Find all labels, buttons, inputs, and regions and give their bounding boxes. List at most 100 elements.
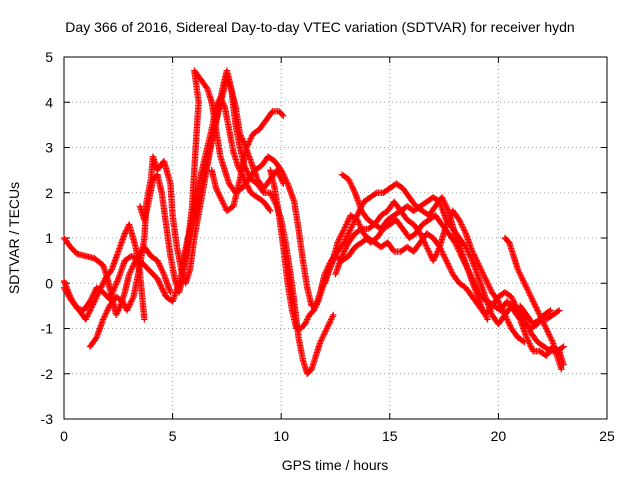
- data-point: [326, 319, 333, 326]
- data-point: [203, 84, 210, 91]
- data-point: [317, 337, 325, 344]
- data-point: [530, 299, 538, 307]
- data-point: [546, 347, 553, 354]
- series-arc-11: [321, 212, 491, 323]
- data-point: [351, 188, 358, 195]
- data-point: [475, 261, 483, 269]
- data-point: [500, 308, 507, 316]
- data-point: [432, 251, 440, 258]
- data-point: [92, 335, 99, 343]
- data-point: [325, 320, 333, 328]
- data-point: [471, 252, 478, 260]
- data-point: [508, 295, 516, 302]
- data-point: [100, 278, 108, 285]
- data-point: [112, 311, 120, 319]
- data-point: [131, 260, 138, 267]
- data-point: [418, 233, 425, 240]
- data-point: [243, 144, 250, 151]
- data-point: [112, 281, 120, 288]
- data-point: [524, 287, 532, 294]
- data-point: [280, 171, 287, 178]
- data-point: [345, 230, 352, 237]
- data-point: [283, 177, 290, 184]
- data-point: [500, 310, 508, 317]
- data-point: [335, 237, 342, 245]
- data-point: [213, 186, 220, 193]
- data-point: [533, 305, 540, 313]
- data-point: [535, 308, 542, 316]
- data-point: [459, 255, 467, 263]
- series-arc-13: [516, 302, 563, 328]
- data-point: [497, 302, 504, 310]
- y-tick-label: -1: [41, 321, 54, 337]
- data-point: [346, 228, 353, 236]
- data-point: [479, 305, 486, 313]
- data-point: [458, 252, 465, 260]
- data-point: [484, 316, 491, 323]
- data-point: [422, 242, 430, 249]
- x-tick-label: 25: [599, 428, 615, 444]
- data-point: [116, 304, 123, 311]
- data-point: [446, 213, 454, 221]
- data-point: [479, 269, 486, 276]
- data-point: [158, 285, 166, 292]
- data-point: [282, 175, 289, 183]
- data-point: [545, 329, 552, 337]
- data-point: [487, 286, 494, 293]
- data-point: [340, 248, 348, 255]
- data-point: [281, 174, 289, 181]
- data-point: [280, 172, 288, 180]
- data-point: [156, 279, 163, 287]
- data-marks: [60, 67, 567, 377]
- data-point: [529, 296, 536, 304]
- data-point: [156, 261, 163, 269]
- data-point: [357, 224, 365, 231]
- data-point: [510, 298, 517, 305]
- chart-title: Day 366 of 2016, Sidereal Day-to-day VTE…: [65, 19, 574, 35]
- data-point: [114, 276, 121, 284]
- data-point: [505, 319, 512, 326]
- data-point: [439, 195, 446, 202]
- data-point: [339, 251, 346, 258]
- data-point: [110, 285, 118, 293]
- data-point: [524, 335, 531, 343]
- data-point: [542, 323, 549, 331]
- data-point: [419, 236, 427, 243]
- data-point: [478, 267, 485, 275]
- data-point: [354, 218, 362, 225]
- data-point: [348, 224, 355, 231]
- data-point: [129, 295, 136, 302]
- data-point: [526, 290, 533, 298]
- data-point: [154, 258, 162, 266]
- data-point: [481, 310, 488, 317]
- data-point: [498, 305, 506, 313]
- data-point: [522, 319, 530, 326]
- data-point: [521, 281, 529, 288]
- data-point: [527, 292, 534, 299]
- data-point: [342, 245, 349, 252]
- data-point: [121, 230, 129, 237]
- data-point: [453, 242, 460, 249]
- data-point: [280, 112, 287, 120]
- data-point: [304, 314, 312, 322]
- data-point: [313, 301, 320, 308]
- data-point: [445, 263, 453, 270]
- data-point: [160, 288, 167, 295]
- data-point: [516, 271, 524, 278]
- data-point: [111, 282, 119, 290]
- data-point: [456, 248, 463, 255]
- data-point: [317, 338, 324, 346]
- y-tick-label: 0: [45, 275, 53, 291]
- data-point: [558, 366, 565, 373]
- data-point: [509, 296, 517, 304]
- data-point: [527, 343, 535, 350]
- data-point: [463, 263, 470, 270]
- data-point: [522, 283, 530, 290]
- data-point: [461, 258, 468, 266]
- data-point: [496, 301, 504, 308]
- data-point: [340, 225, 348, 233]
- data-point: [521, 280, 528, 287]
- data-point: [430, 255, 438, 263]
- y-tick-label: 3: [45, 140, 53, 156]
- data-point: [323, 325, 331, 332]
